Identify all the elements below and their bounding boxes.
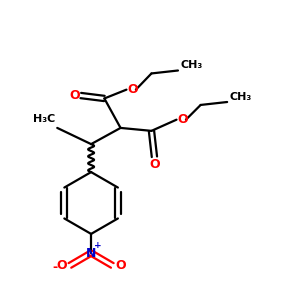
Text: O: O	[127, 83, 138, 96]
Text: -: -	[52, 261, 57, 274]
Text: +: +	[94, 241, 101, 250]
Text: O: O	[56, 259, 67, 272]
Text: N: N	[86, 247, 96, 260]
Text: O: O	[178, 113, 188, 126]
Text: CH₃: CH₃	[230, 92, 252, 102]
Text: O: O	[149, 158, 160, 171]
Text: O: O	[69, 89, 80, 102]
Text: H₃C: H₃C	[33, 114, 55, 124]
Text: CH₃: CH₃	[180, 60, 202, 70]
Text: O: O	[115, 259, 126, 272]
